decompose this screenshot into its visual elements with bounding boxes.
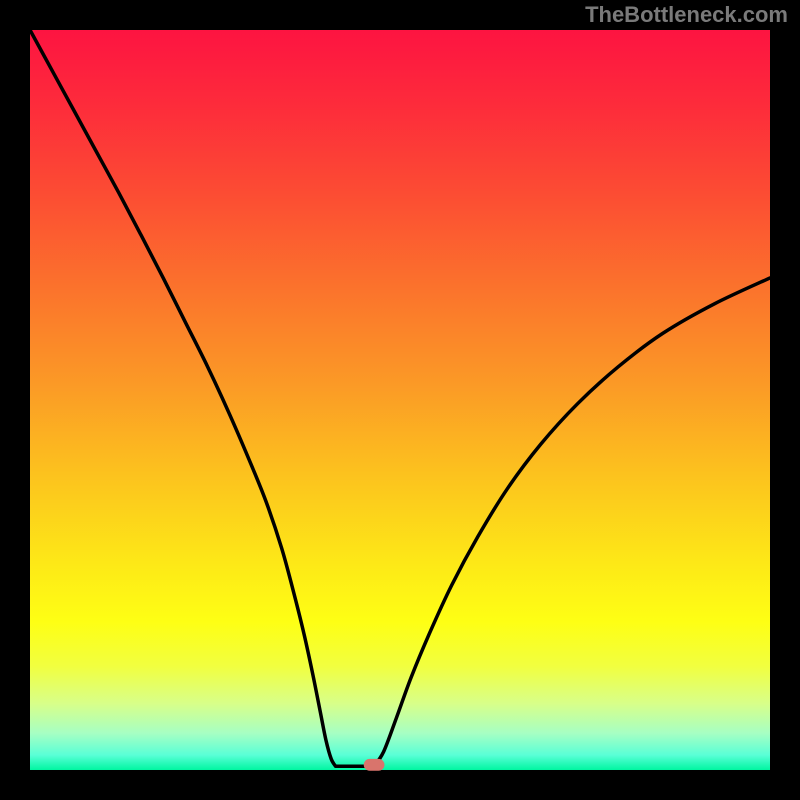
optimal-marker xyxy=(364,759,385,771)
bottleneck-chart-svg xyxy=(0,0,800,800)
watermark-text: TheBottleneck.com xyxy=(585,2,788,28)
gradient-background xyxy=(30,30,770,770)
chart-container: TheBottleneck.com xyxy=(0,0,800,800)
